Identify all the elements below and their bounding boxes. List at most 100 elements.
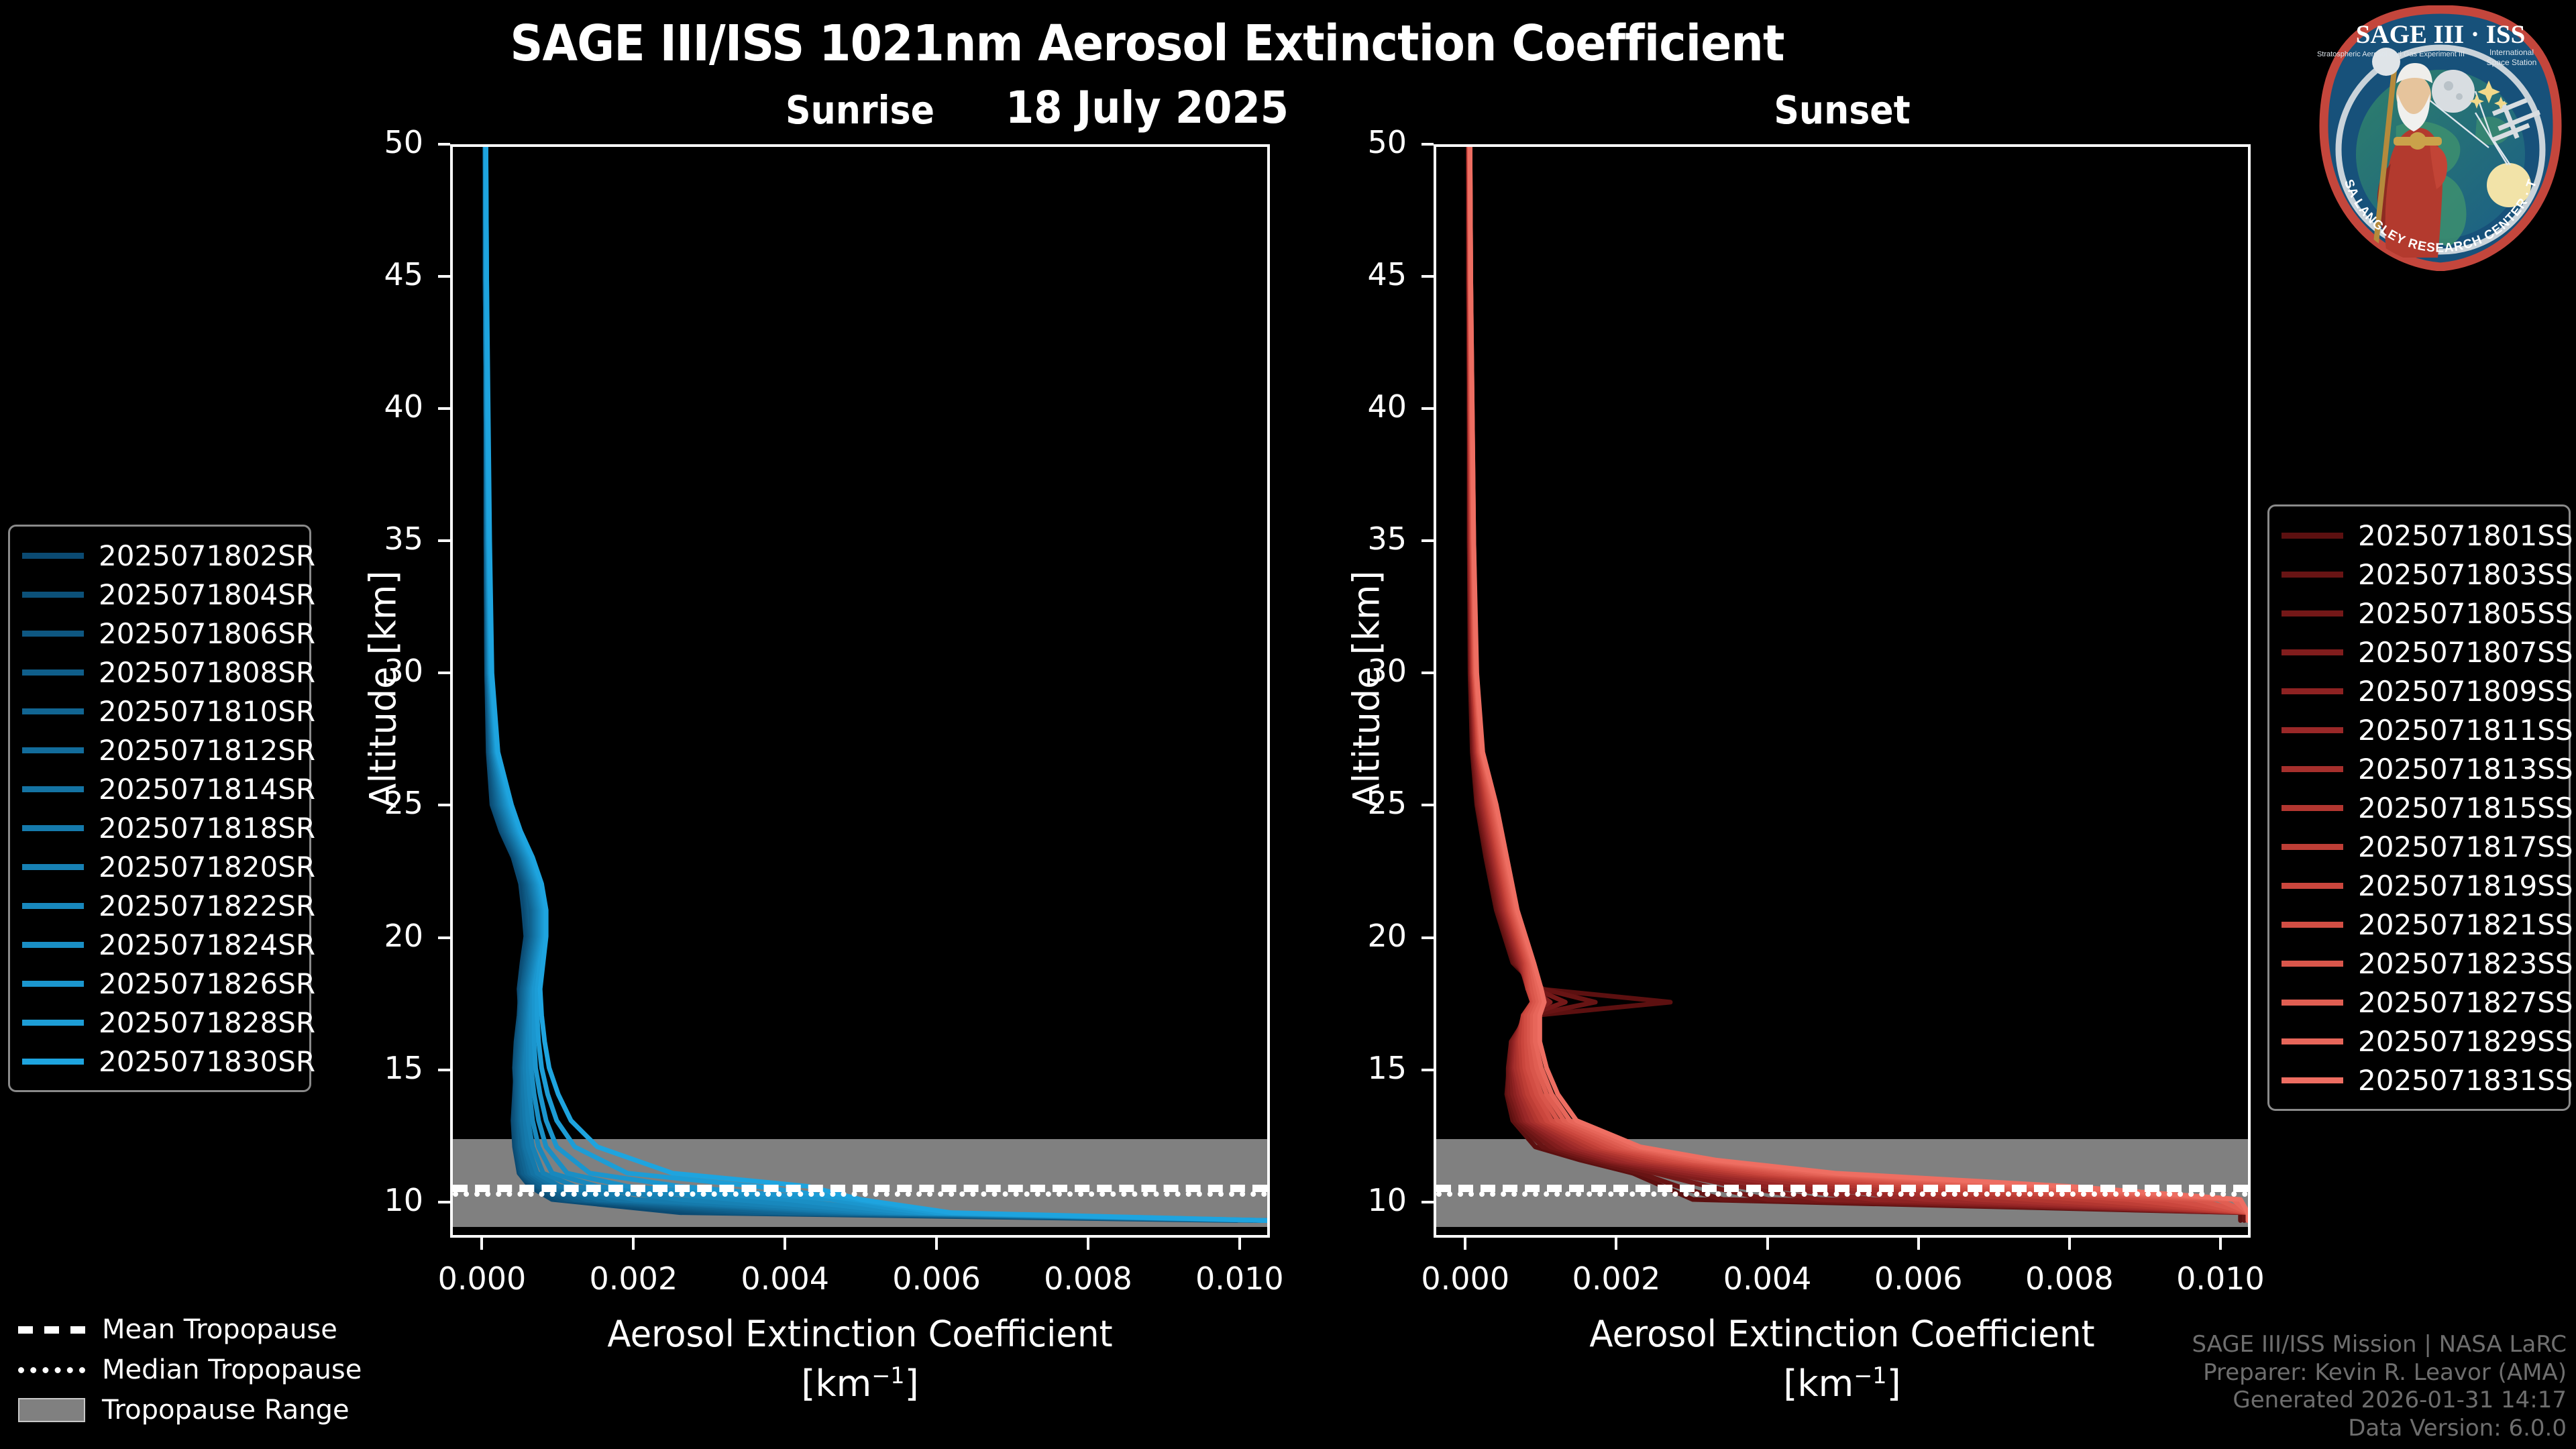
legend-item[interactable]: 2025071813SS [2282, 749, 2573, 788]
legend-item[interactable]: 2025071827SS [2282, 983, 2573, 1022]
legend-item[interactable]: 2025071820SR [22, 847, 315, 886]
legend-item[interactable]: 2025071818SR [22, 808, 315, 847]
series-line [486, 147, 1267, 1220]
legend-item-label: 2025071806SR [99, 616, 316, 650]
series-line [1468, 147, 2248, 1220]
legend-item[interactable]: 2025071823SS [2282, 944, 2573, 983]
legend-item[interactable]: 2025071826SR [22, 964, 315, 1003]
xaxis-title-sunset: Aerosol Extinction Coefficient [1589, 1313, 2095, 1355]
legend-item[interactable]: 2025071806SR [22, 614, 315, 653]
series-line [485, 147, 1267, 1220]
ytick-mark-45 [1421, 275, 1434, 278]
legend-item-label: 2025071814SR [99, 772, 316, 806]
credits-line-3: Generated 2026-01-31 14:17 [2233, 1387, 2567, 1414]
legend-item[interactable]: 2025071812SR [22, 731, 315, 769]
legend-item[interactable]: 2025071807SS [2282, 633, 2573, 672]
ytick-mark-35 [438, 539, 450, 543]
legend-color-swatch [22, 980, 84, 987]
ytick-label-50: 50 [384, 124, 423, 160]
filled-rect-icon [15, 1398, 89, 1422]
legend-color-swatch [22, 1058, 84, 1065]
series-line [485, 147, 1237, 1220]
legend-color-swatch [22, 1019, 84, 1026]
series-line [485, 147, 1252, 1220]
panel-title-sunset: Sunset [1774, 87, 1911, 133]
legend-item-label: 2025071826SR [99, 967, 316, 1000]
legend-item-label: 2025071827SS [2358, 985, 2573, 1019]
legend-item[interactable]: 2025071804SR [22, 575, 315, 614]
ytick-label-10: 10 [384, 1181, 423, 1218]
legend-color-swatch [22, 786, 84, 792]
legend-item[interactable]: 2025071828SR [22, 1003, 315, 1042]
legend-item[interactable]: 2025071811SS [2282, 710, 2573, 749]
legend-color-swatch [2282, 765, 2343, 772]
page-title: SAGE III/ISS 1021nm Aerosol Extinction C… [510, 15, 1784, 72]
legend-item[interactable]: 2025071805SS [2282, 594, 2573, 633]
ytick-label-40: 40 [1367, 388, 1407, 425]
ytick-label-35: 35 [1367, 521, 1407, 557]
series-line [1470, 147, 2248, 1220]
ytick-mark-25 [438, 804, 450, 807]
legend-color-swatch [2282, 1077, 2343, 1083]
legend-item-label: 2025071821SS [2358, 908, 2573, 941]
series-line [1469, 147, 2248, 1220]
ytick-mark-50 [438, 143, 450, 146]
ytick-mark-35 [1421, 539, 1434, 543]
ytick-label-30: 30 [384, 653, 423, 690]
legend-item[interactable]: 2025071824SR [22, 925, 315, 964]
legend-item[interactable]: 2025071809SS [2282, 672, 2573, 710]
credits-line-1: SAGE III/ISS Mission | NASA LaRC [2192, 1331, 2567, 1358]
legend-tropopause[interactable]: Mean Tropopause Median Tropopause Tropopau… [15, 1309, 377, 1430]
legend-item[interactable]: 2025071815SS [2282, 788, 2573, 827]
legend-item[interactable]: 2025071803SS [2282, 555, 2573, 594]
legend-sunset[interactable]: 2025071801SS 2025071803SS 2025071805SS 2025… [2267, 504, 2573, 1111]
legend-item-label: 2025071823SS [2358, 947, 2573, 980]
series-line [1470, 147, 2248, 1220]
legend-item[interactable]: 2025071810SR [22, 692, 315, 731]
legend-item-label: 2025071812SR [99, 733, 316, 767]
legend-color-swatch [22, 863, 84, 870]
tropopause-legend-item[interactable]: Mean Tropopause [15, 1309, 377, 1350]
legend-item[interactable]: 2025071802SR [22, 536, 315, 575]
dotted-line-icon-glyph [18, 1366, 85, 1373]
ytick-label-20: 20 [384, 917, 423, 954]
xtick-mark-0.006 [1917, 1238, 1920, 1250]
legend-item-label: 2025071830SR [99, 1044, 316, 1078]
xaxis-title-sunrise: Aerosol Extinction Coefficient [607, 1313, 1113, 1355]
xtick-label-0.002: 0.002 [589, 1260, 678, 1297]
legend-item[interactable]: 2025071821SS [2282, 905, 2573, 944]
legend-item-label: 2025071804SR [99, 578, 316, 611]
ytick-mark-45 [438, 275, 450, 278]
legend-item[interactable]: 2025071808SR [22, 653, 315, 692]
legend-item[interactable]: 2025071830SR [22, 1042, 315, 1081]
legend-item-label: 2025071817SS [2358, 830, 2573, 863]
legend-item-label: 2025071818SR [99, 811, 316, 845]
mean-tropopause-line-sunset [1436, 1185, 2248, 1193]
xtick-mark-0.000 [1464, 1238, 1467, 1250]
legend-item[interactable]: 2025071801SS [2282, 516, 2573, 555]
ytick-label-15: 15 [1367, 1049, 1407, 1086]
page-subtitle-date: 18 July 2025 [1006, 82, 1289, 133]
legend-item[interactable]: 2025071814SR [22, 769, 315, 808]
xtick-label-0.000: 0.000 [437, 1260, 527, 1297]
xtick-label-0.010: 0.010 [1195, 1260, 1284, 1297]
legend-color-swatch [2282, 610, 2343, 616]
series-lines-sunrise [453, 147, 1267, 1235]
legend-sunrise[interactable]: 2025071802SR 2025071804SR 2025071806SR 2025… [8, 525, 315, 1092]
legend-item[interactable]: 2025071831SS [2282, 1061, 2573, 1099]
series-line [1470, 147, 2248, 1220]
tropopause-legend-item[interactable]: Median Tropopause [15, 1350, 377, 1390]
panel-title-sunrise: Sunrise [785, 87, 935, 133]
ytick-label-25: 25 [1367, 785, 1407, 822]
legend-item[interactable]: 2025071817SS [2282, 827, 2573, 866]
legend-item[interactable]: 2025071819SS [2282, 866, 2573, 905]
plot-panel-sunset[interactable] [1434, 144, 2251, 1238]
xtick-label-0.008: 0.008 [2025, 1260, 2114, 1297]
xtick-label-0.006: 0.006 [1874, 1260, 1963, 1297]
plot-panel-sunrise[interactable] [450, 144, 1270, 1238]
legend-item[interactable]: 2025071829SS [2282, 1022, 2573, 1061]
ytick-mark-40 [1421, 407, 1434, 411]
svg-text:Stratospheric Aerosol and Gas: Stratospheric Aerosol and Gas Experiment… [2317, 50, 2465, 58]
legend-item[interactable]: 2025071822SR [22, 886, 315, 925]
tropopause-legend-item[interactable]: Tropopause Range [15, 1390, 377, 1430]
